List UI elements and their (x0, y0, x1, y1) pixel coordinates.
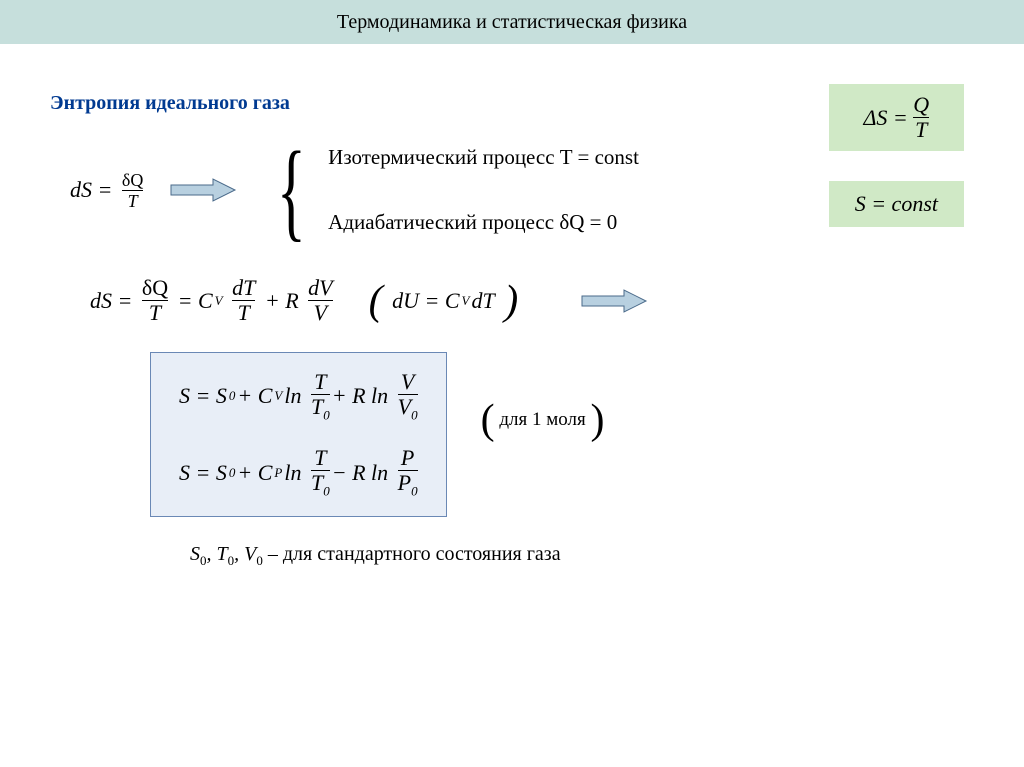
eq-dS-expanded: dS = δQT = CV dTT + R dVV (90, 277, 333, 324)
eq-S-volume: S = S0 + CV ln TT0 + R ln VV0 (179, 371, 418, 421)
page-header: Термодинамика и статистическая физика (0, 0, 1024, 44)
eq-dU: ( dU = CV dT ) (369, 287, 519, 315)
note-one-mole: ( для 1 моля ) (481, 406, 605, 434)
green-formula-column: ΔS = Q T S = const (829, 84, 964, 227)
arrow-icon (580, 287, 650, 315)
header-title: Термодинамика и статистическая физика (337, 11, 687, 34)
case-adiabatic: Адиабатический процесс δQ = 0 (328, 210, 639, 235)
formula-s-const: S = const (829, 181, 964, 227)
page-body: Энтропия идеального газа ΔS = Q T S = co… (0, 44, 1024, 569)
case-isothermal: Изотермический процесс T = const (328, 145, 639, 170)
arrow-icon (169, 176, 239, 204)
eq-dS: dS = δQ T (70, 171, 143, 210)
eq-S-pressure: S = S0 + CP ln TT0 − R ln PP0 (179, 447, 418, 497)
brace-icon: { (277, 150, 306, 230)
formula-box: S = S0 + CV ln TT0 + R ln VV0 S = S0 + C… (150, 352, 447, 517)
row-boxed-result: S = S0 + CV ln TT0 + R ln VV0 S = S0 + C… (50, 324, 974, 517)
formula-delta-s: ΔS = Q T (829, 84, 964, 151)
process-cases: { Изотермический процесс T = const Адиаб… (265, 145, 639, 235)
footer-note: S0, T0, V0 – для стандартного состояния … (190, 543, 974, 569)
row-dS-expanded: dS = δQT = CV dTT + R dVV ( dU = CV dT ) (90, 277, 974, 324)
